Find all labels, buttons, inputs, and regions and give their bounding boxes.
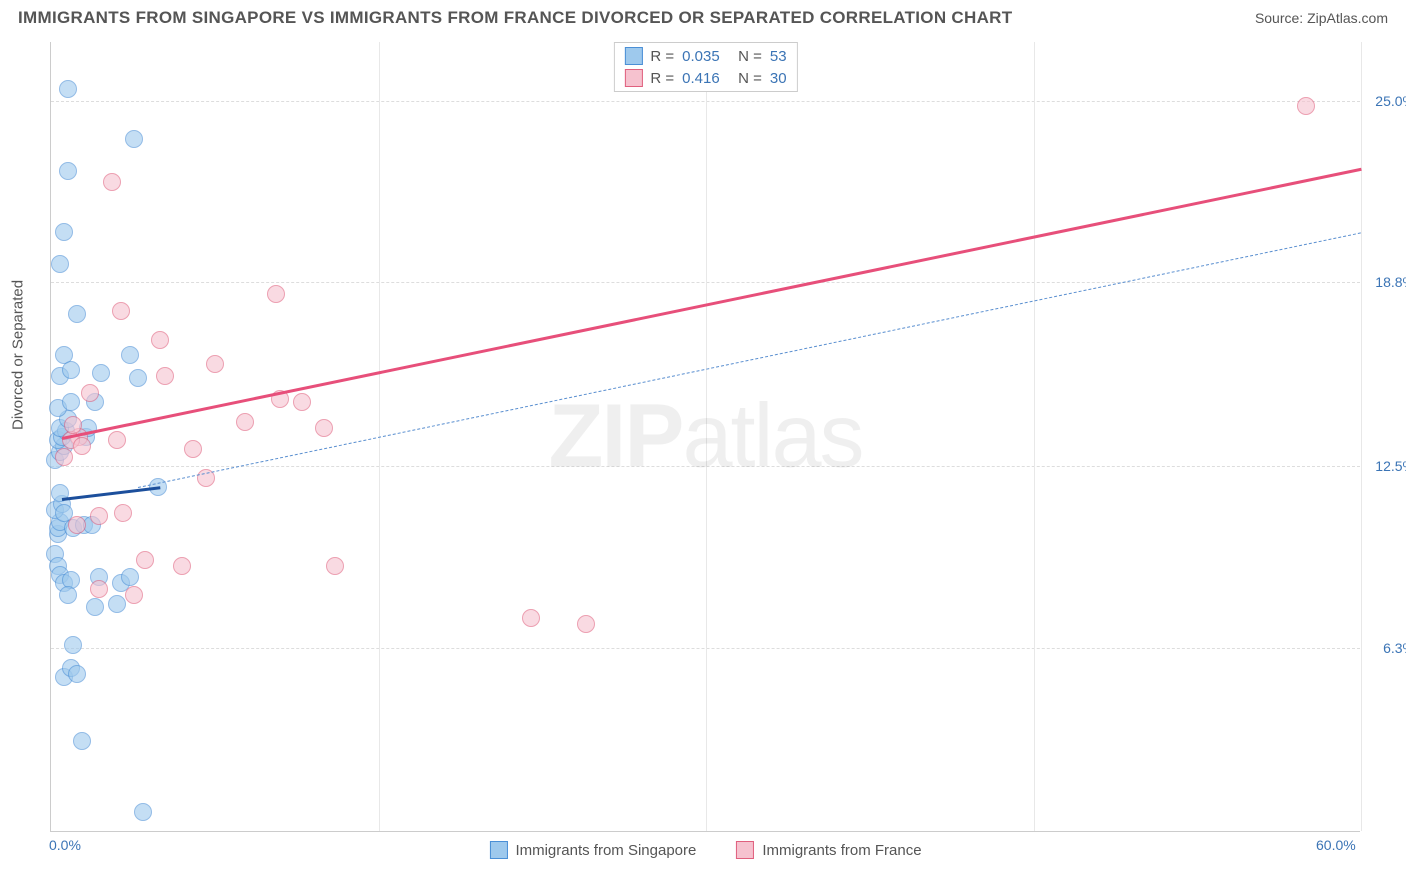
- point-singapore: [51, 255, 69, 273]
- point-france: [156, 367, 174, 385]
- point-france: [577, 615, 595, 633]
- point-singapore: [62, 393, 80, 411]
- point-france: [55, 448, 73, 466]
- correlation-chart: ZIPatlas R = 0.035 N = 53 R = 0.416 N = …: [50, 42, 1360, 832]
- point-singapore: [92, 364, 110, 382]
- swatch-pink-icon: [736, 841, 754, 859]
- grid-line-v: [1361, 42, 1362, 831]
- point-singapore: [55, 223, 73, 241]
- point-france: [136, 551, 154, 569]
- y-tick-label: 18.8%: [1365, 274, 1406, 290]
- point-france: [315, 419, 333, 437]
- trend-line-france: [62, 168, 1362, 440]
- point-singapore: [59, 586, 77, 604]
- point-france: [173, 557, 191, 575]
- x-tick-label: 0.0%: [49, 837, 81, 853]
- point-france: [68, 516, 86, 534]
- trend-line-singapore: [62, 487, 161, 502]
- point-france: [236, 413, 254, 431]
- grid-line-v: [1034, 42, 1035, 831]
- point-singapore: [64, 636, 82, 654]
- legend-series: Immigrants from Singapore Immigrants fro…: [489, 841, 921, 859]
- point-singapore: [121, 568, 139, 586]
- point-singapore: [73, 732, 91, 750]
- legend-row-pink: R = 0.416 N = 30: [624, 67, 786, 89]
- point-france: [108, 431, 126, 449]
- point-france: [90, 507, 108, 525]
- point-france: [151, 331, 169, 349]
- point-singapore: [86, 598, 104, 616]
- y-tick-label: 12.5%: [1365, 458, 1406, 474]
- point-france: [326, 557, 344, 575]
- point-singapore: [59, 162, 77, 180]
- point-france: [103, 173, 121, 191]
- y-tick-label: 6.3%: [1365, 640, 1406, 656]
- y-tick-label: 25.0%: [1365, 93, 1406, 109]
- x-tick-label: 60.0%: [1316, 837, 1356, 853]
- source-label: Source: ZipAtlas.com: [1255, 10, 1388, 26]
- point-france: [90, 580, 108, 598]
- swatch-blue-icon: [489, 841, 507, 859]
- point-france: [206, 355, 224, 373]
- point-singapore: [121, 346, 139, 364]
- legend-item-france: Immigrants from France: [736, 841, 921, 859]
- point-singapore: [134, 803, 152, 821]
- legend-stats: R = 0.035 N = 53 R = 0.416 N = 30: [613, 42, 797, 92]
- grid-line-v: [706, 42, 707, 831]
- point-singapore: [129, 369, 147, 387]
- point-france: [114, 504, 132, 522]
- swatch-pink: [624, 69, 642, 87]
- point-france: [112, 302, 130, 320]
- y-axis-label: Divorced or Separated: [10, 280, 27, 430]
- point-france: [1297, 97, 1315, 115]
- point-singapore: [59, 80, 77, 98]
- point-france: [184, 440, 202, 458]
- point-france: [267, 285, 285, 303]
- point-france: [293, 393, 311, 411]
- point-france: [73, 437, 91, 455]
- swatch-blue: [624, 47, 642, 65]
- point-france: [64, 416, 82, 434]
- legend-item-singapore: Immigrants from Singapore: [489, 841, 696, 859]
- point-singapore: [62, 361, 80, 379]
- point-singapore: [68, 305, 86, 323]
- point-singapore: [108, 595, 126, 613]
- point-france: [125, 586, 143, 604]
- point-france: [81, 384, 99, 402]
- chart-title: IMMIGRANTS FROM SINGAPORE VS IMMIGRANTS …: [18, 8, 1012, 28]
- point-singapore: [125, 130, 143, 148]
- point-singapore: [68, 665, 86, 683]
- point-france: [522, 609, 540, 627]
- trend-line-singapore-extrapolated: [138, 232, 1361, 488]
- legend-row-blue: R = 0.035 N = 53: [624, 45, 786, 67]
